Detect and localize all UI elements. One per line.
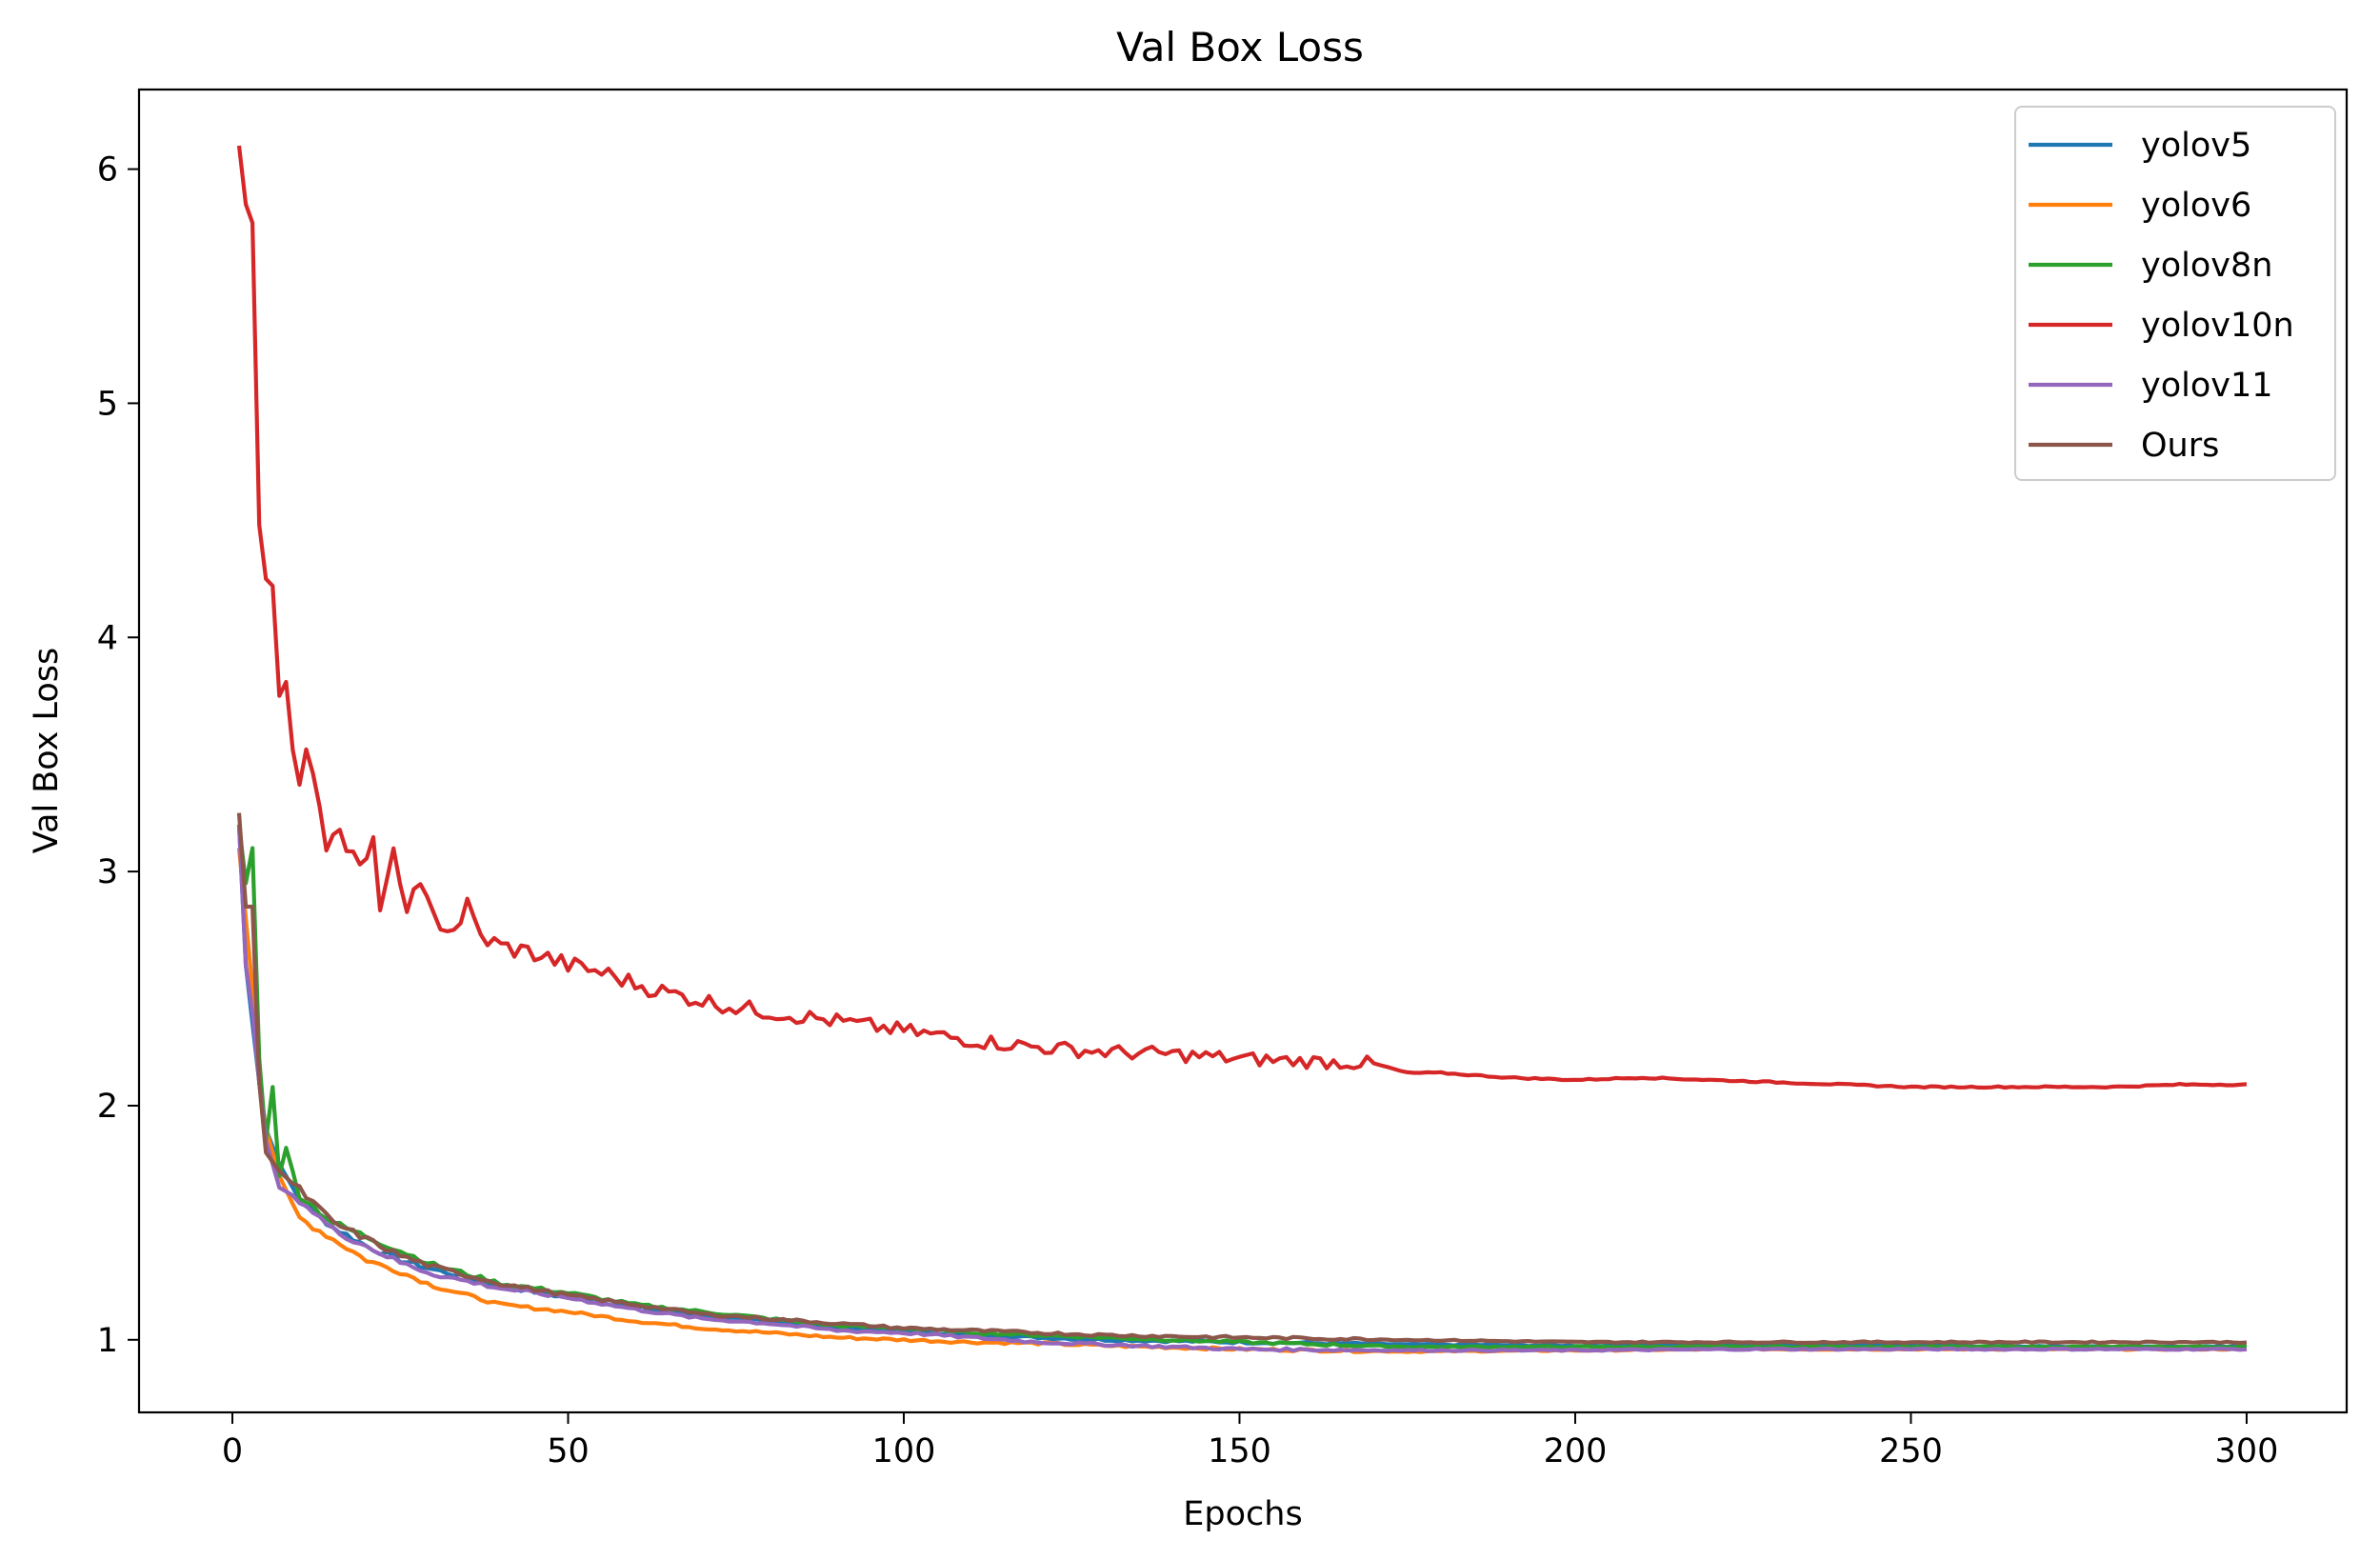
- chart-title: Val Box Loss: [1116, 24, 1364, 70]
- y-tick-label: 3: [97, 853, 118, 891]
- axes-layer: 0 50 100 150 200 250 300 1 2 3 4 5 6: [97, 151, 2279, 1470]
- legend-label-yolov5: yolov5: [2141, 127, 2251, 165]
- legend: yolov5 yolov6 yolov8n yolov10n yolov11 Ours: [2014, 106, 2336, 481]
- y-tick-label: 5: [97, 385, 118, 423]
- y-tick-label: 6: [97, 151, 118, 190]
- series-line-yolov11: [236, 824, 2248, 1353]
- series-line-ours: [236, 812, 2248, 1346]
- x-tick-label: 300: [2215, 1432, 2279, 1470]
- legend-label-yolov11: yolov11: [2141, 367, 2273, 405]
- y-tick-label: 4: [97, 619, 118, 657]
- legend-label-ours: Ours: [2141, 427, 2219, 465]
- series-layer: [236, 145, 2248, 1354]
- x-axis-label: Epochs: [1183, 1495, 1302, 1533]
- legend-label-yolov6: yolov6: [2141, 187, 2251, 225]
- legend-label-yolov10n: yolov10n: [2141, 307, 2294, 345]
- x-tick-label: 250: [1879, 1432, 1943, 1470]
- legend-label-yolov8n: yolov8n: [2141, 247, 2272, 285]
- series-line-yolov8n: [236, 824, 2248, 1350]
- y-tick-label: 1: [97, 1322, 118, 1360]
- series-line-yolov10n: [236, 145, 2248, 1090]
- x-tick-label: 0: [222, 1432, 243, 1470]
- x-tick-label: 200: [1544, 1432, 1608, 1470]
- x-tick-label: 50: [547, 1432, 590, 1470]
- plot-frame: [137, 88, 2349, 1414]
- y-axis-label: Val Box Loss: [28, 648, 66, 853]
- x-tick-label: 100: [872, 1432, 936, 1470]
- x-tick-label: 150: [1208, 1432, 1271, 1470]
- y-tick-label: 2: [97, 1088, 118, 1126]
